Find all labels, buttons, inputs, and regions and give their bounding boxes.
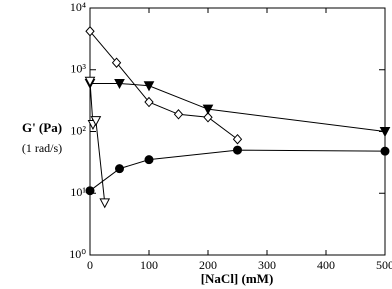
x-tick-label: 200 <box>199 258 217 272</box>
x-tick-label: 500 <box>376 258 392 272</box>
marker <box>380 146 390 156</box>
y-tick-label: 10⁰ <box>69 247 86 261</box>
marker <box>143 81 155 92</box>
marker <box>114 78 125 90</box>
y-tick-label: 10¹ <box>70 185 86 199</box>
marker <box>144 96 154 108</box>
marker <box>84 76 96 87</box>
y-tick-label: 10⁴ <box>70 0 86 14</box>
y-tick-label: 10² <box>70 123 86 137</box>
x-tick-label: 400 <box>317 258 335 272</box>
plot-frame <box>89 7 386 256</box>
x-axis-label: [NaCl] (mM) <box>201 271 274 286</box>
marker <box>379 127 391 138</box>
marker <box>173 109 184 120</box>
marker <box>203 112 213 123</box>
series-line <box>89 149 386 192</box>
marker <box>233 145 242 155</box>
series-line <box>89 30 238 140</box>
marker <box>99 198 111 209</box>
x-tick-label: 100 <box>140 258 158 272</box>
x-tick-label: 0 <box>87 258 93 272</box>
marker <box>144 155 154 165</box>
marker <box>85 26 95 37</box>
marker <box>202 104 214 115</box>
marker <box>115 164 124 174</box>
x-tick-label: 300 <box>258 258 276 272</box>
marker <box>232 133 243 145</box>
marker <box>85 186 95 196</box>
y-tick-label: 10³ <box>70 62 86 76</box>
marker <box>111 57 122 68</box>
series-line <box>90 82 386 132</box>
y-axis-label: (1 rad/s) <box>22 141 62 155</box>
marker <box>90 116 102 127</box>
y-axis-label: G' (Pa) <box>22 120 62 135</box>
